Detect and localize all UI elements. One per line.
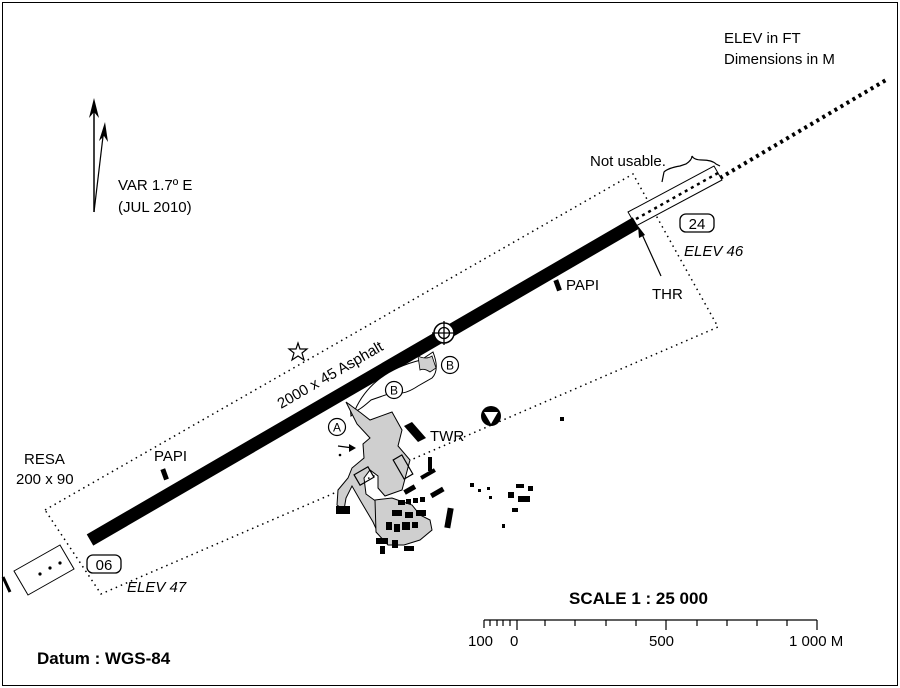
obstacle-marker-icon	[481, 406, 501, 426]
magnetic-variation: VAR 1.7º E	[118, 177, 192, 194]
extended-centerline	[718, 78, 888, 180]
scale-label-1000: 1 000 M	[789, 633, 843, 650]
scale-label-100: 100	[468, 633, 493, 650]
control-tower	[404, 422, 426, 442]
resa-sw	[13, 544, 75, 596]
wind-direction-indicator-icon	[337, 444, 356, 457]
variation-date: (JUL 2010)	[118, 199, 192, 216]
svg-text:B: B	[390, 384, 398, 398]
papi-ne-marker	[553, 279, 562, 292]
elev-unit-note: ELEV in FT	[724, 30, 801, 47]
runway-designator-06: 06	[86, 554, 122, 574]
building-outlines	[353, 454, 414, 487]
resa-title: RESA	[24, 451, 65, 468]
svg-text:24: 24	[689, 216, 706, 233]
resa-dims: 200 x 90	[16, 471, 74, 488]
scale-title: SCALE 1 : 25 000	[569, 589, 708, 608]
scale-label-0: 0	[510, 633, 518, 650]
threshold-label: THR	[652, 286, 683, 303]
svg-text:06: 06	[96, 557, 113, 574]
not-usable-label: Not usable.	[590, 153, 666, 170]
scale-bar	[483, 619, 818, 630]
svg-text:A: A	[333, 421, 341, 435]
runway-designator-24: 24	[679, 213, 715, 233]
obstacle-point	[560, 417, 564, 421]
papi-ne-label: PAPI	[566, 277, 599, 294]
svg-text:B: B	[446, 359, 454, 373]
scale-label-500: 500	[649, 633, 674, 650]
papi-sw-label: PAPI	[154, 448, 187, 465]
taxiway-b-north: B	[440, 355, 460, 375]
taxiway-b-south: B	[384, 380, 404, 400]
papi-sw-marker	[160, 468, 169, 481]
elev-sw: ELEV 47	[127, 579, 187, 596]
beacon-icon	[287, 341, 309, 362]
runway	[86, 217, 640, 546]
tower-label: TWR	[430, 428, 464, 445]
not-usable-brace	[661, 155, 721, 183]
edge-mark	[1, 576, 12, 593]
dimensions-unit-note: Dimensions in M	[724, 51, 835, 68]
datum-label: Datum : WGS-84	[37, 649, 171, 668]
elev-ne: ELEV 46	[684, 243, 744, 260]
threshold-arrow	[638, 226, 662, 277]
aerodrome-reference-point-icon	[432, 321, 456, 345]
buildings	[336, 457, 533, 554]
north-arrow-icon	[89, 98, 108, 213]
taxiway-a: A	[327, 417, 347, 437]
runway-strip-outline	[43, 172, 720, 595]
